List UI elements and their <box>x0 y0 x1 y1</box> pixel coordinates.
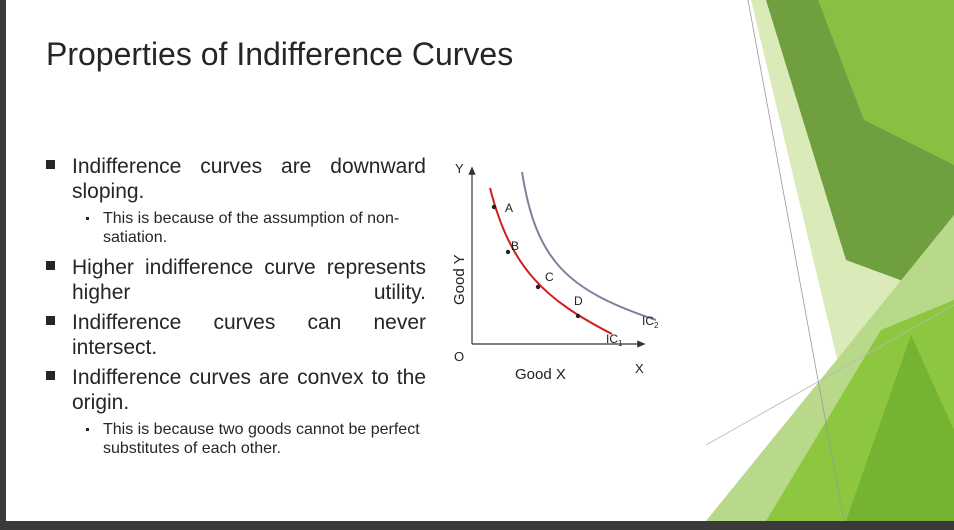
sub-bullet-item: This is because two goods cannot be perf… <box>46 420 426 458</box>
y-axis-letter: Y <box>455 161 464 176</box>
bullet-item: Indifference curves are downward sloping… <box>46 154 426 204</box>
slide-title: Properties of Indifference Curves <box>46 36 514 72</box>
sub-bullet-item: This is because of the assumption of non… <box>46 209 426 247</box>
ic1-label: IC1 <box>606 332 623 348</box>
point-a-marker <box>491 204 497 210</box>
y-axis-label: Good Y <box>451 254 468 305</box>
bullet-item: Higher indifference curve represents hig… <box>46 255 426 305</box>
bullet-item: Indifference curves are convex to the or… <box>46 365 426 415</box>
point-d-label: D <box>574 294 583 308</box>
point-d-marker <box>575 313 581 319</box>
deco-line <box>705 304 954 446</box>
point-c-marker <box>535 284 541 290</box>
deco-mid-facet <box>846 335 954 521</box>
ic2-curve <box>521 171 657 321</box>
origin-label: O <box>454 349 464 364</box>
slide: Properties of Indifference Curves Indiff… <box>6 0 954 521</box>
point-c-label: C <box>545 270 554 284</box>
x-axis-label: Good X <box>515 366 566 383</box>
point-b-label: B <box>511 239 519 253</box>
green-facet-decoration <box>705 0 954 521</box>
ic1-curve <box>489 187 613 335</box>
x-axis-letter: X <box>635 361 644 376</box>
ic2-label: IC2 <box>642 314 659 330</box>
point-b-marker <box>505 249 511 255</box>
point-a-label: A <box>505 201 513 215</box>
deco-line <box>747 0 845 521</box>
bullet-list: Indifference curves are downward sloping… <box>46 154 426 466</box>
bullet-item: Indifference curves can never intersect. <box>46 310 426 360</box>
indifference-curve-diagram: Y X O Good X Good Y A B C D IC1 IC2 <box>451 161 659 383</box>
deco-bright-facet <box>818 0 954 165</box>
